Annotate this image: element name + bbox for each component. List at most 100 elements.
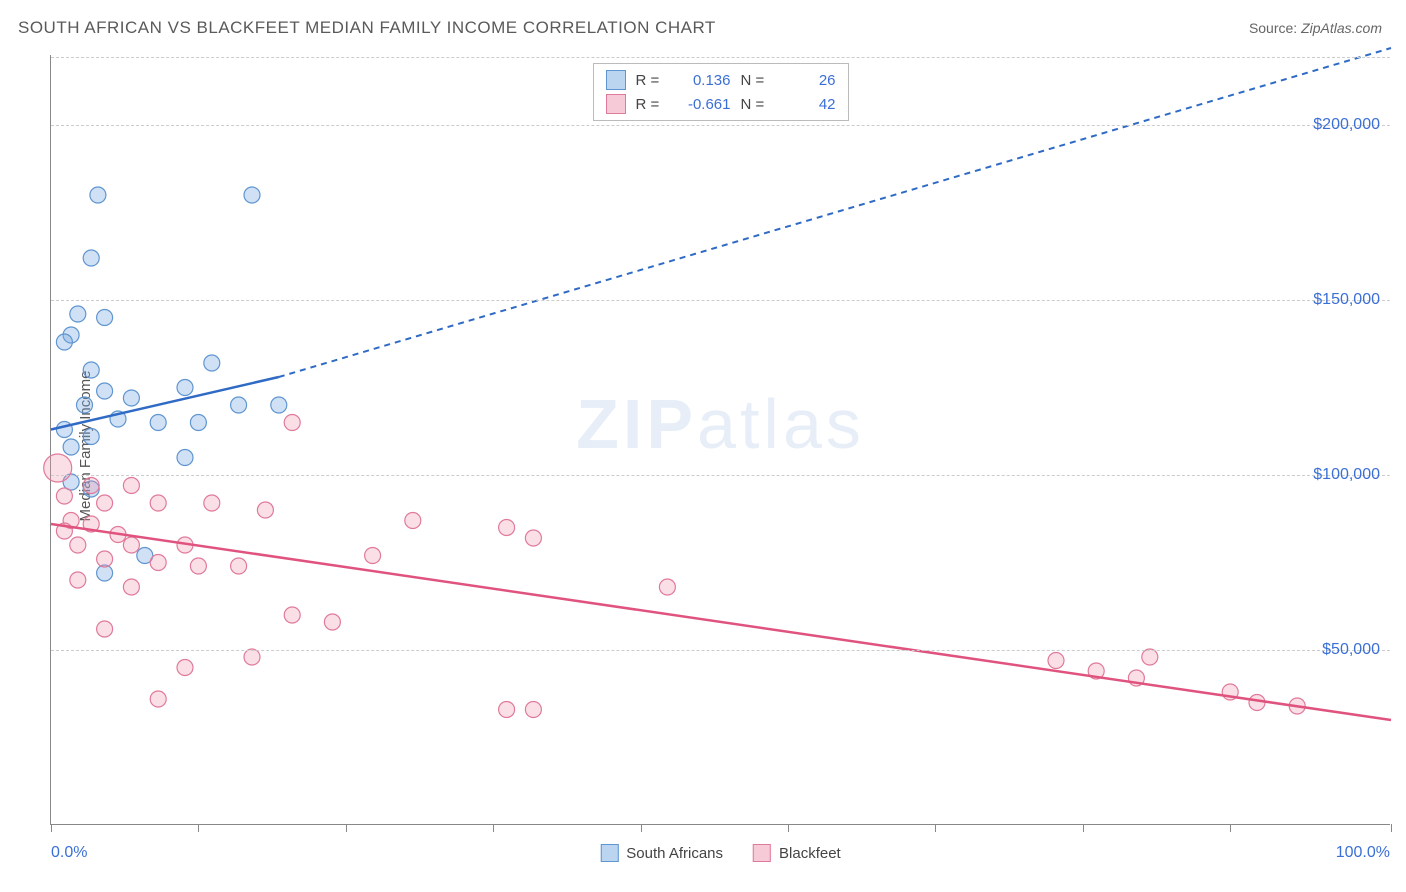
n-value: 42 (781, 96, 836, 113)
x-tick (493, 824, 494, 832)
data-point (177, 660, 193, 676)
data-point (1249, 695, 1265, 711)
gridline (51, 650, 1390, 651)
legend-item-blackfeet: Blackfeet (753, 844, 841, 862)
data-point (1048, 653, 1064, 669)
data-point (70, 572, 86, 588)
data-point (123, 579, 139, 595)
data-point (123, 390, 139, 406)
source-attribution: Source: ZipAtlas.com (1249, 20, 1382, 36)
x-tick (1230, 824, 1231, 832)
gridline (51, 57, 1390, 58)
n-label: N = (741, 96, 771, 113)
data-point (499, 520, 515, 536)
data-point (231, 558, 247, 574)
data-point (97, 383, 113, 399)
legend-item-south-africans: South Africans (600, 844, 723, 862)
data-point (525, 530, 541, 546)
source-label: Source: (1249, 20, 1297, 36)
x-tick (1083, 824, 1084, 832)
data-point (284, 415, 300, 431)
data-point (150, 691, 166, 707)
legend-swatch-icon (600, 844, 618, 862)
legend-label: South Africans (626, 845, 723, 862)
data-point (150, 495, 166, 511)
correlation-legend: R = 0.136 N = 26 R = -0.661 N = 42 (593, 63, 849, 121)
bottom-legend: South Africans Blackfeet (600, 844, 840, 862)
x-tick (935, 824, 936, 832)
r-label: R = (636, 72, 666, 89)
data-point (271, 397, 287, 413)
data-point (83, 362, 99, 378)
data-point (324, 614, 340, 630)
y-tick-label: $200,000 (1313, 116, 1380, 134)
x-tick (198, 824, 199, 832)
data-point (204, 495, 220, 511)
data-point (177, 380, 193, 396)
data-point (97, 495, 113, 511)
data-point (83, 250, 99, 266)
x-axis-min-label: 0.0% (51, 844, 87, 862)
chart-title: SOUTH AFRICAN VS BLACKFEET MEDIAN FAMILY… (18, 18, 716, 38)
legend-swatch-icon (606, 70, 626, 90)
data-point (244, 649, 260, 665)
legend-swatch-icon (606, 94, 626, 114)
plot-area: ZIPatlas $50,000$100,000$150,000$200,000… (50, 55, 1390, 825)
data-point (150, 555, 166, 571)
x-axis-max-label: 100.0% (1336, 844, 1390, 862)
data-point (83, 429, 99, 445)
data-point (257, 502, 273, 518)
r-value: 0.136 (676, 72, 731, 89)
gridline (51, 475, 1390, 476)
legend-swatch-icon (753, 844, 771, 862)
r-value: -0.661 (676, 96, 731, 113)
gridline (51, 300, 1390, 301)
data-point (97, 621, 113, 637)
legend-label: Blackfeet (779, 845, 841, 862)
y-tick-label: $150,000 (1313, 291, 1380, 309)
x-tick (51, 824, 52, 832)
data-point (231, 397, 247, 413)
data-point (63, 439, 79, 455)
data-point (70, 537, 86, 553)
data-point (1142, 649, 1158, 665)
data-point (190, 415, 206, 431)
data-point (190, 558, 206, 574)
y-tick-label: $50,000 (1322, 641, 1380, 659)
n-label: N = (741, 72, 771, 89)
data-point (56, 334, 72, 350)
data-point (499, 702, 515, 718)
data-point (123, 537, 139, 553)
data-point (284, 607, 300, 623)
data-point (150, 415, 166, 431)
data-point (405, 513, 421, 529)
x-tick (641, 824, 642, 832)
data-point (525, 702, 541, 718)
data-point (244, 187, 260, 203)
data-point (365, 548, 381, 564)
data-point (177, 450, 193, 466)
data-point (97, 551, 113, 567)
data-point (659, 579, 675, 595)
x-tick (788, 824, 789, 832)
data-point (44, 454, 72, 482)
correlation-row-south-africans: R = 0.136 N = 26 (606, 68, 836, 92)
x-tick (1391, 824, 1392, 832)
data-point (204, 355, 220, 371)
chart-container: SOUTH AFRICAN VS BLACKFEET MEDIAN FAMILY… (0, 0, 1406, 892)
chart-svg (51, 55, 1390, 824)
data-point (90, 187, 106, 203)
trendline (51, 524, 1391, 720)
data-point (97, 310, 113, 326)
correlation-row-blackfeet: R = -0.661 N = 42 (606, 92, 836, 116)
r-label: R = (636, 96, 666, 113)
data-point (70, 306, 86, 322)
data-point (56, 488, 72, 504)
data-point (123, 478, 139, 494)
data-point (77, 397, 93, 413)
n-value: 26 (781, 72, 836, 89)
x-tick (346, 824, 347, 832)
y-tick-label: $100,000 (1313, 466, 1380, 484)
data-point (83, 478, 99, 494)
source-name[interactable]: ZipAtlas.com (1301, 20, 1382, 36)
